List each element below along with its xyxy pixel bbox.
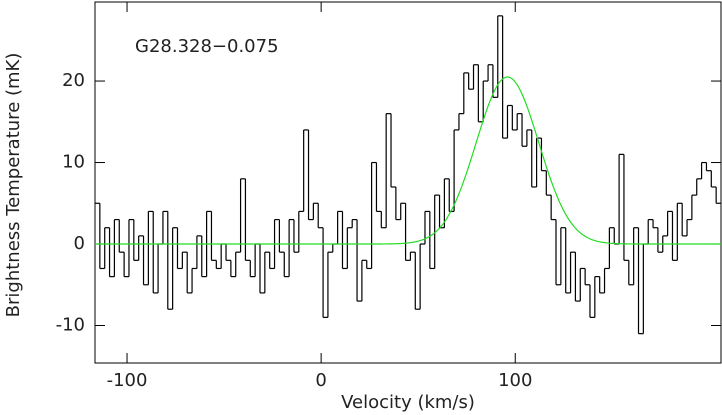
y-tick-label: -10: [56, 315, 85, 336]
y-axis-label: Brightness Temperature (mK): [3, 53, 24, 318]
x-tick-label: -100: [107, 370, 148, 391]
gaussian-fit: [95, 76, 721, 245]
annotation: G28.328−0.075: [135, 36, 279, 57]
y-tick-label: 10: [62, 152, 85, 173]
plot-frame: [94, 1, 722, 364]
x-tick-label: 100: [498, 370, 532, 391]
x-tick-label: 0: [315, 370, 326, 391]
y-tick-label: 20: [62, 70, 85, 91]
x-axis-label: Velocity (km/s): [341, 392, 475, 413]
step-connector: [99, 15, 717, 334]
y-tick-label: 0: [74, 233, 85, 254]
